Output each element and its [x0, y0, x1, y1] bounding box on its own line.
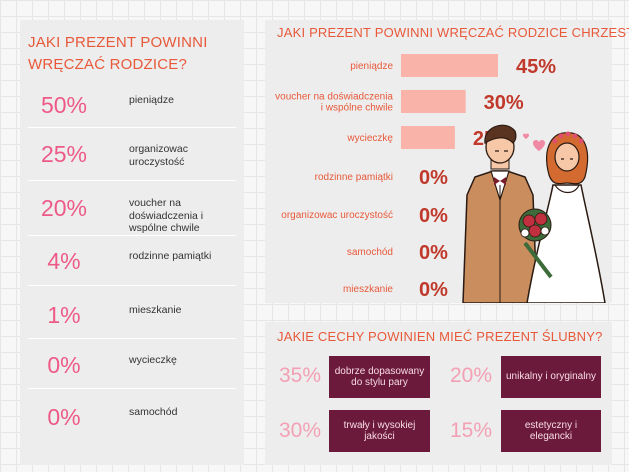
category-label: voucher na doświadczenia i wspólne chwile	[275, 92, 393, 114]
category-label: samochód	[347, 247, 393, 258]
divider	[28, 235, 236, 236]
trait-label: estetyczny i elegancki	[501, 410, 601, 452]
category-label: rodzinne pamiątki	[315, 172, 393, 183]
item-percent: 25%	[40, 141, 88, 167]
item-percent: 20%	[40, 195, 88, 221]
godparents-chart-panel: JAKI PREZENT POWINNI WRĘCZAĆ RODZICE CHR…	[265, 20, 629, 303]
value-label: 30%	[484, 92, 524, 114]
divider	[28, 388, 236, 389]
item-label: samochód	[129, 406, 178, 418]
category-label: organizowac uroczystość	[281, 210, 393, 221]
divider	[28, 285, 236, 286]
value-label: 0%	[419, 242, 448, 264]
trait-label: dobrze dopasowany do stylu pary	[329, 356, 430, 398]
trait-percent: 20%	[450, 364, 493, 387]
trait-percent: 30%	[279, 419, 322, 442]
item-label: rodzinne pamiątki	[129, 250, 212, 262]
item-percent: 4%	[47, 248, 81, 274]
chart-title: JAKI PREZENT POWINNI WRĘCZAĆ RODZICE CHR…	[277, 25, 629, 40]
parents-gift-panel: JAKI PREZENT POWINNI WRĘCZAĆ RODZICE? 50…	[20, 20, 244, 465]
category-label: mieszkanie	[343, 284, 393, 295]
trait-percent: 15%	[450, 419, 493, 442]
category-label: pieniądze	[350, 61, 393, 72]
value-label: 0%	[419, 279, 448, 301]
item-label: wycieczkę	[129, 354, 177, 366]
item-label: voucher na doświadczenia i wspólne chwil…	[129, 197, 204, 235]
trait-label: trwały i wysokiej jakości	[329, 410, 430, 452]
item-label: mieszkanie	[129, 304, 182, 316]
bar	[401, 90, 466, 113]
parents-gift-title: JAKI PREZENT POWINNI WRĘCZAĆ RODZICE?	[28, 34, 208, 73]
item-label: organizowac uroczystość	[129, 143, 188, 168]
value-label: 45%	[516, 56, 556, 78]
item-percent: 1%	[47, 302, 81, 328]
value-label: 0%	[419, 205, 448, 227]
category-label: wycieczkę	[346, 133, 393, 144]
item-percent: 0%	[47, 404, 81, 430]
trait-label: unikalny i oryginalny	[501, 356, 601, 398]
bar	[401, 126, 455, 149]
bar	[401, 54, 498, 77]
wedding-couple-illustration	[462, 124, 606, 303]
divider	[28, 338, 236, 339]
item-percent: 0%	[47, 352, 81, 378]
item-percent: 50%	[40, 92, 88, 118]
item-label: pieniądze	[129, 94, 174, 106]
divider	[28, 127, 236, 128]
trait-percent: 35%	[279, 364, 322, 387]
value-label: 0%	[419, 167, 448, 189]
wedding-gift-traits-panel: JAKIE CECHY POWINIEN MIEĆ PREZENT ŚLUBNY…	[265, 322, 612, 465]
bar-chart: pieniądze 45% voucher na doświadczenia i ws…	[275, 54, 606, 303]
divider	[28, 180, 236, 181]
traits-title: JAKIE CECHY POWINIEN MIEĆ PREZENT ŚLUBNY…	[277, 329, 603, 344]
